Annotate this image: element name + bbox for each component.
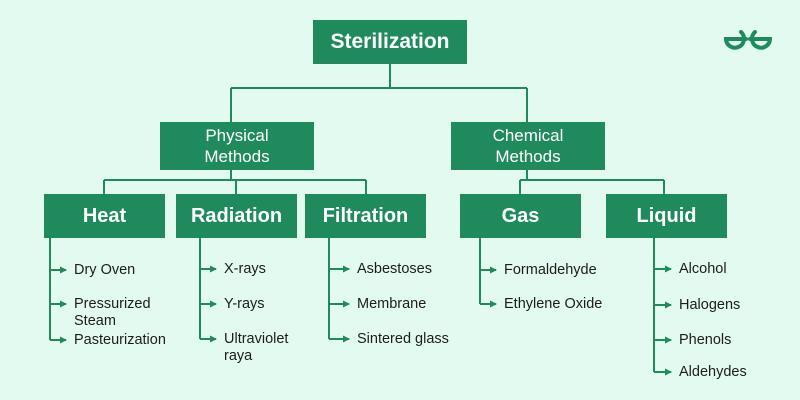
root-label: Sterilization bbox=[330, 30, 450, 53]
leaf-pressurized-steam: Pressurized Steam bbox=[74, 296, 151, 329]
chemical-methods-node: Chemical Methods bbox=[451, 122, 605, 170]
leaf-membrane: Membrane bbox=[357, 296, 427, 312]
leaf-phenols: Phenols bbox=[679, 332, 732, 348]
chemical-methods-label: Chemical Methods bbox=[492, 126, 564, 166]
gas-label: Gas bbox=[501, 204, 540, 227]
leaf-y-rays: Y-rays bbox=[224, 296, 265, 312]
physical-methods-node: Physical Methods bbox=[160, 122, 314, 170]
leaf-ethylene-oxide: Ethylene Oxide bbox=[504, 296, 603, 312]
leaf-alcohol: Alcohol bbox=[679, 261, 727, 277]
liquid-label: Liquid bbox=[636, 204, 697, 227]
gfg-logo-icon bbox=[723, 30, 773, 50]
leaf-formaldehyde: Formaldehyde bbox=[504, 262, 597, 278]
root-node: Sterilization bbox=[313, 20, 467, 64]
filtration-label: Filtration bbox=[322, 204, 409, 227]
leaf-sintered-glass: Sintered glass bbox=[357, 331, 449, 347]
leaf-halogens: Halogens bbox=[679, 297, 741, 313]
leaf-aldehydes: Aldehydes bbox=[679, 364, 747, 380]
heat-label: Heat bbox=[82, 204, 127, 227]
filtration-node: Filtration bbox=[305, 194, 426, 238]
leaf-ultraviolet-raya: Ultraviolet raya bbox=[224, 331, 289, 364]
radiation-node: Radiation bbox=[176, 194, 297, 238]
liquid-node: Liquid bbox=[606, 194, 727, 238]
heat-node: Heat bbox=[44, 194, 165, 238]
leaf-dry-oven: Dry Oven bbox=[74, 262, 136, 278]
gas-node: Gas bbox=[460, 194, 581, 238]
leaf-pasteurization: Pasteurization bbox=[74, 332, 166, 348]
radiation-label: Radiation bbox=[190, 204, 283, 227]
leaf-asbestoses: Asbestoses bbox=[357, 261, 432, 277]
physical-methods-label: Physical Methods bbox=[204, 126, 270, 166]
leaf-x-rays: X-rays bbox=[224, 261, 266, 277]
